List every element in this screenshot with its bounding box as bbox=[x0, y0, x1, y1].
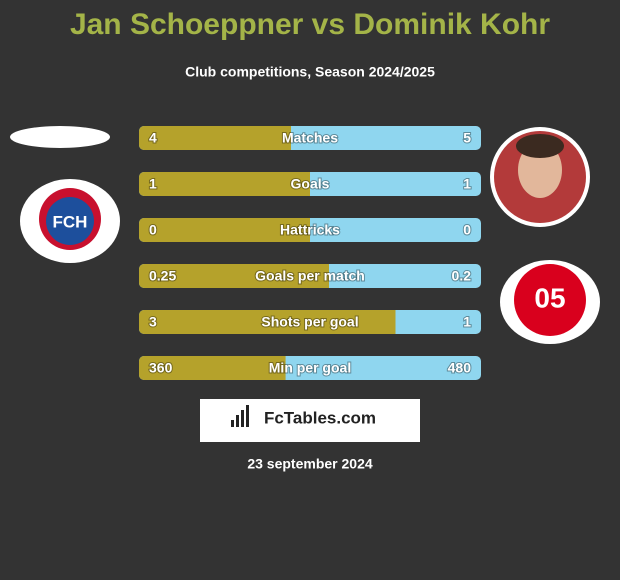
right-value: 1 bbox=[463, 176, 471, 192]
left-bar bbox=[139, 264, 329, 288]
row bbox=[139, 356, 481, 380]
right-value: 0.2 bbox=[452, 268, 472, 284]
left-logo-text: FCH bbox=[53, 212, 88, 231]
stat-label: Goals bbox=[291, 176, 330, 192]
title: Jan Schoeppner vs Dominik Kohr bbox=[70, 8, 550, 41]
logo-core bbox=[46, 197, 94, 245]
stat-label: Matches bbox=[282, 130, 338, 146]
brand: FcTables.com bbox=[264, 408, 376, 427]
left-value: 0 bbox=[149, 222, 157, 238]
placeholder bbox=[10, 126, 110, 148]
brand-icon bbox=[231, 405, 249, 427]
left-bar bbox=[139, 172, 310, 196]
left-bar bbox=[139, 356, 286, 380]
left-value: 0.25 bbox=[149, 268, 176, 284]
subtitle: Club competitions, Season 2024/2025 bbox=[185, 64, 435, 80]
left-value: 360 bbox=[149, 360, 173, 376]
row bbox=[139, 172, 481, 196]
left-bar bbox=[139, 310, 396, 334]
right-value: 0 bbox=[463, 222, 471, 238]
right-value: 1 bbox=[463, 314, 471, 330]
right-value: 5 bbox=[463, 130, 471, 146]
right-value: 480 bbox=[448, 360, 472, 376]
stat-label: Shots per goal bbox=[261, 314, 358, 330]
right-logo-text: 05 bbox=[534, 282, 565, 313]
rows: 4 Matches 5 1 Goals 1 0 Hattricks 0 0.25 Goals per… bbox=[139, 126, 481, 380]
player-hair bbox=[516, 134, 564, 158]
date: 23 september 2024 bbox=[247, 456, 373, 472]
row bbox=[139, 310, 481, 334]
row bbox=[139, 218, 481, 242]
logo-ring bbox=[514, 264, 586, 336]
left-bar bbox=[139, 218, 310, 242]
stat-label: Min per goal bbox=[269, 360, 351, 376]
left-value: 3 bbox=[149, 314, 157, 330]
left-value: 1 bbox=[149, 176, 157, 192]
row bbox=[139, 264, 481, 288]
left-bar bbox=[139, 126, 291, 150]
row bbox=[139, 126, 481, 150]
stat-label: Goals per match bbox=[255, 268, 365, 284]
stat-label: Hattricks bbox=[280, 222, 340, 238]
left-value: 4 bbox=[149, 130, 157, 146]
